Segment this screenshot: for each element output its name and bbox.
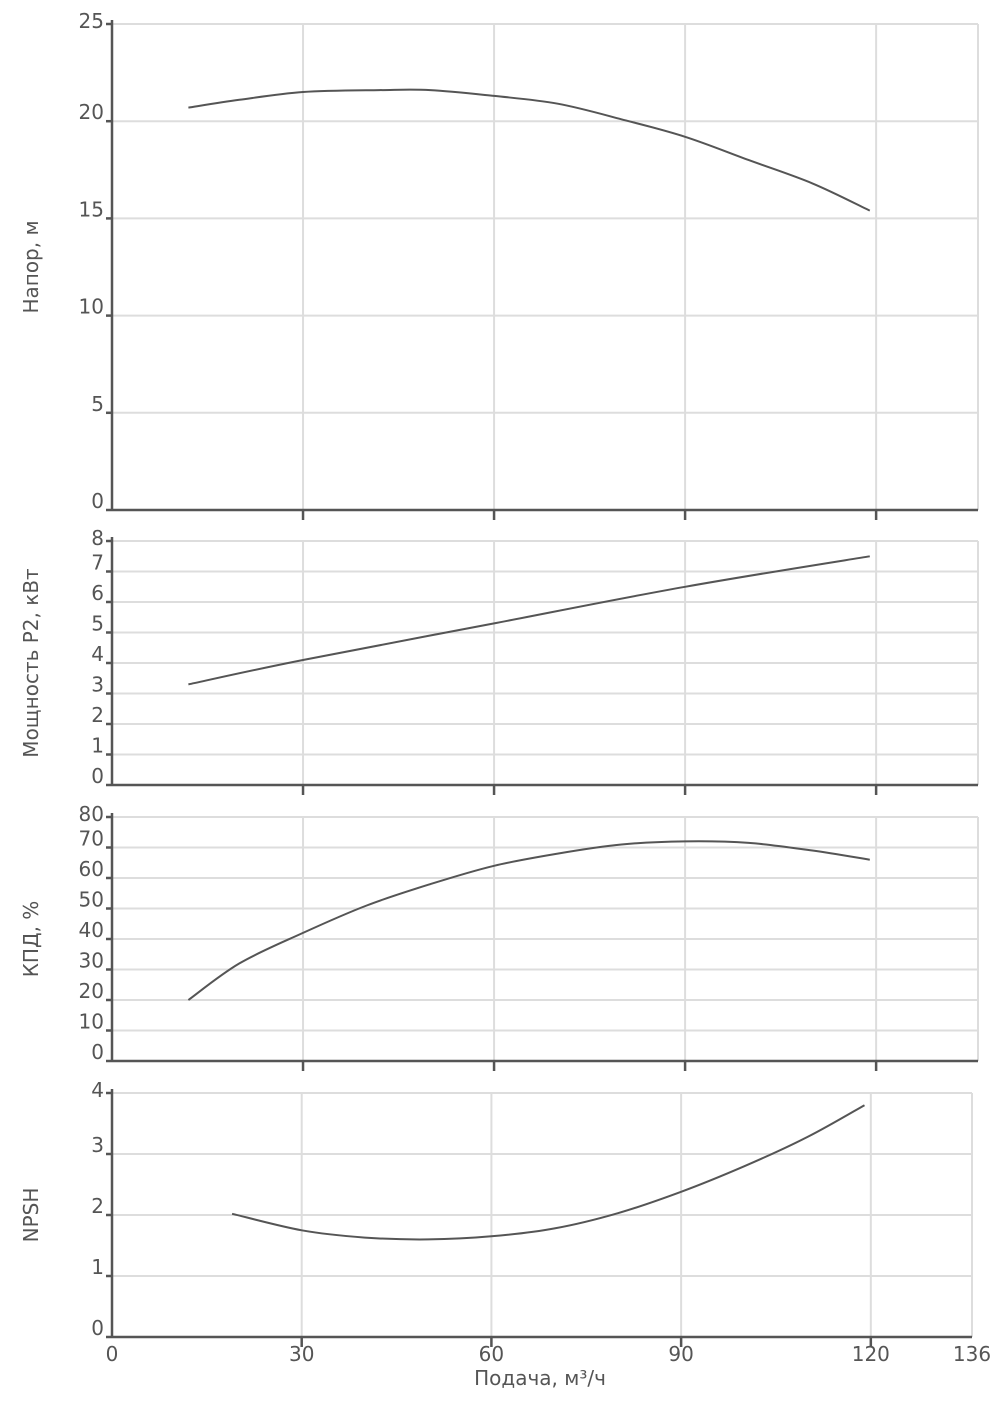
y-tick-label: 3 <box>91 1133 104 1157</box>
y-tick-label: 5 <box>91 392 104 416</box>
y-tick-label: 6 <box>91 581 104 605</box>
y-tick-label: 0 <box>91 489 104 513</box>
y-tick-label: 50 <box>79 888 104 912</box>
y-tick-label: 7 <box>91 551 104 575</box>
y-tick-label: 0 <box>91 764 104 788</box>
y-axis-label: Мощность P2, кВт <box>19 568 43 758</box>
y-tick-label: 4 <box>91 642 104 666</box>
x-tick-label: 90 <box>668 1342 693 1366</box>
y-tick-label: 1 <box>91 734 104 758</box>
y-tick-label: 3 <box>91 673 104 697</box>
series-line-3-1 <box>187 840 870 1001</box>
chart-panel-2: 0 1 2 3 4 5 6 78 Мощность P2, кВт <box>19 526 979 795</box>
y-tick-label: 30 <box>79 949 104 973</box>
y-tick-label: 40 <box>79 918 104 942</box>
x-axis-label: Подача, м³/ч <box>474 1366 606 1390</box>
y-tick-label: 20 <box>79 979 104 1003</box>
chart-panel-1: 0 5 10 15 20 25 Напор, м <box>19 9 979 520</box>
series-line-1-1 <box>188 88 871 212</box>
y-tick-label: 25 <box>79 9 104 33</box>
x-tick-label: 120 <box>852 1342 890 1366</box>
x-tick-label: 0 <box>106 1342 119 1366</box>
y-tick-label: 60 <box>79 857 104 881</box>
y-tick-label: 0 <box>91 1040 104 1064</box>
y-tick-label: 10 <box>79 295 104 319</box>
series-line-2-1 <box>188 555 870 686</box>
y-axis-label: NPSH <box>19 1188 43 1243</box>
y-tick-label: 80 <box>79 802 104 826</box>
y-tick-label: 0 <box>91 1316 104 1340</box>
y-axis-label: Напор, м <box>19 220 43 313</box>
y-tick-label: 70 <box>79 827 104 851</box>
y-tick-label: 4 <box>91 1078 104 1102</box>
chart-panel-4: 0 1 2 3 4 0 30 60 90 120 136 NPSH Подача, м³/ч <box>19 1078 991 1390</box>
y-axis-label: КПД, % <box>19 901 43 978</box>
x-tick-label: 136 <box>953 1342 991 1366</box>
y-tick-label: 1 <box>91 1255 104 1279</box>
y-tick-label: 10 <box>79 1010 104 1034</box>
y-tick-label: 8 <box>91 526 104 550</box>
x-tick-label: 60 <box>479 1342 504 1366</box>
y-tick-label: 15 <box>79 197 104 221</box>
y-tick-label: 2 <box>91 1194 104 1218</box>
x-tick-label: 30 <box>289 1342 314 1366</box>
y-tick-label: 2 <box>91 703 104 727</box>
y-tick-label: 20 <box>79 100 104 124</box>
series-line-4-1 <box>231 1104 865 1241</box>
y-tick-label: 5 <box>91 612 104 636</box>
